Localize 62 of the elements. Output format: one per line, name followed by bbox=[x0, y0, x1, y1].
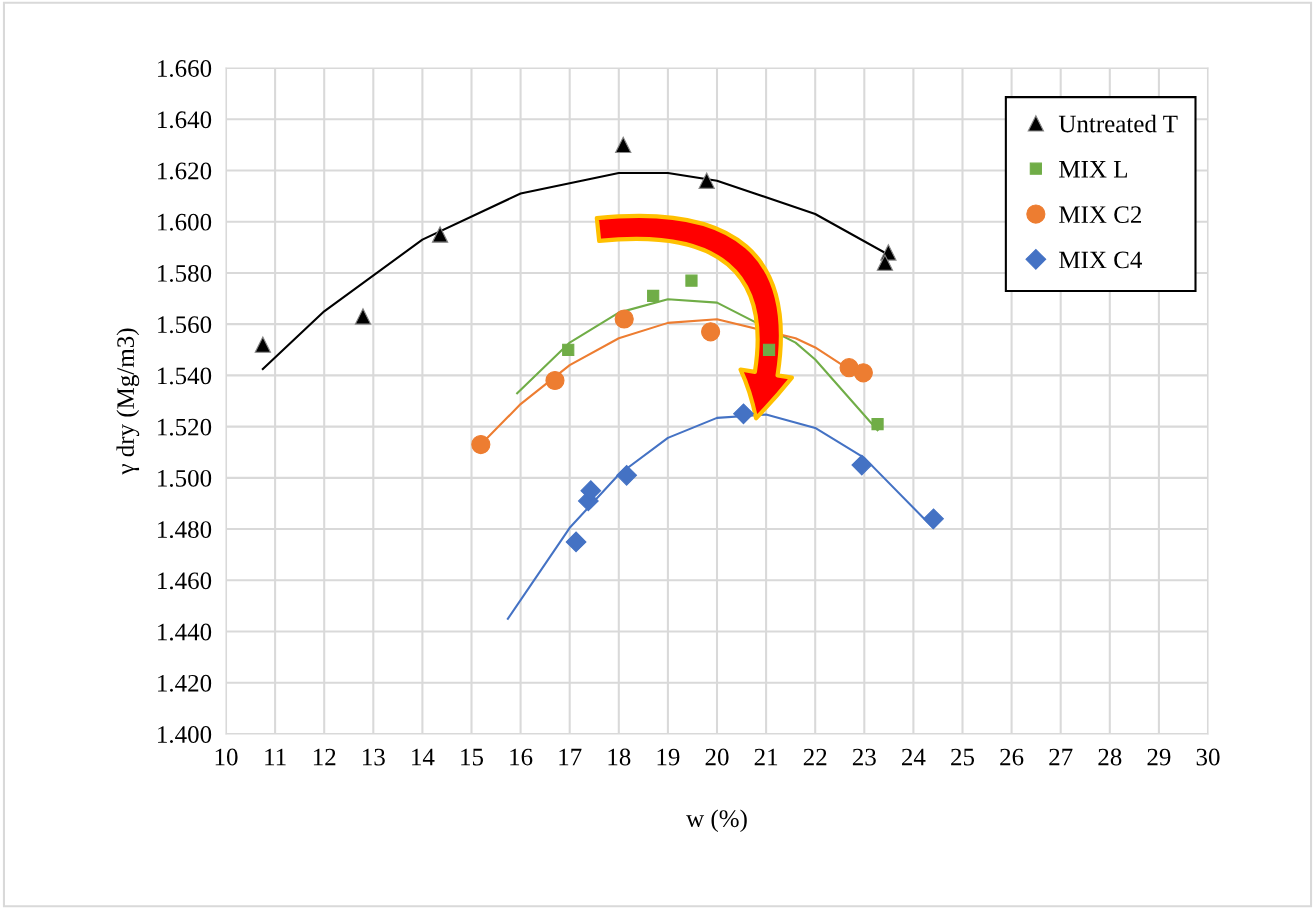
y-tick-label: 1.480 bbox=[158, 521, 212, 539]
x-tick-label: 14 bbox=[412, 748, 435, 766]
point bbox=[701, 322, 721, 342]
y-tick-label: 1.420 bbox=[158, 674, 212, 692]
x-tick-label: 27 bbox=[1049, 748, 1073, 766]
point bbox=[545, 370, 565, 391]
point bbox=[853, 363, 873, 383]
legend-label: Untreated T bbox=[1058, 114, 1178, 133]
y-tick-label: 1.520 bbox=[158, 418, 212, 436]
point bbox=[562, 343, 575, 356]
y-tick-label: 1.660 bbox=[158, 60, 212, 78]
point bbox=[615, 136, 632, 154]
y-tick-label: 1.600 bbox=[158, 213, 212, 231]
point bbox=[471, 434, 491, 455]
x-axis-title: w (%) bbox=[686, 809, 747, 833]
point bbox=[733, 403, 754, 425]
y-tick-label: 1.460 bbox=[158, 572, 212, 590]
x-tick-label: 25 bbox=[951, 748, 975, 766]
y-tick-label: 1.440 bbox=[158, 623, 212, 641]
x-tick-label: 26 bbox=[1000, 748, 1024, 766]
y-tick-label: 1.580 bbox=[158, 264, 212, 282]
point bbox=[254, 336, 272, 353]
legend-label: MIX L bbox=[1059, 161, 1127, 178]
x-tick-label: 22 bbox=[803, 748, 827, 766]
point bbox=[698, 172, 715, 189]
point bbox=[614, 309, 634, 329]
x-tick-label: 23 bbox=[852, 748, 876, 766]
x-tick-label: 21 bbox=[754, 748, 778, 766]
point bbox=[876, 254, 894, 271]
y-tick-label: 1.500 bbox=[158, 469, 212, 487]
x-tick-label: 16 bbox=[510, 748, 533, 766]
x-tick-label: 24 bbox=[902, 748, 926, 766]
point bbox=[923, 508, 944, 530]
x-tick-label: 18 bbox=[608, 748, 631, 766]
y-tick-label: 1.400 bbox=[158, 726, 212, 744]
point bbox=[647, 289, 660, 303]
point bbox=[565, 531, 587, 553]
y-tick-label: 1.560 bbox=[158, 316, 212, 334]
legend-label: MIX C4 bbox=[1059, 251, 1142, 269]
x-tick-label: 30 bbox=[1196, 748, 1220, 766]
y-tick-label: 1.620 bbox=[158, 162, 212, 180]
x-tick-label: 10 bbox=[215, 748, 238, 766]
y-axis-title: γ dry (Mg/m3) bbox=[116, 328, 140, 475]
x-tick-label: 12 bbox=[313, 748, 336, 766]
y-tick-label: 1.540 bbox=[158, 367, 212, 385]
point bbox=[851, 454, 873, 476]
x-tick-label: 15 bbox=[461, 748, 484, 766]
x-tick-label: 29 bbox=[1147, 748, 1171, 766]
point bbox=[762, 343, 776, 356]
point bbox=[431, 226, 449, 243]
x-tick-label: 19 bbox=[657, 748, 680, 766]
point bbox=[685, 274, 698, 287]
point bbox=[354, 308, 372, 325]
y-tick-label: 1.640 bbox=[158, 111, 212, 129]
x-tick-label: 13 bbox=[363, 748, 385, 766]
x-tick-label: 28 bbox=[1098, 748, 1122, 766]
x-tick-label: 20 bbox=[705, 748, 729, 766]
legend-label: MIX C2 bbox=[1059, 206, 1142, 224]
point bbox=[871, 417, 884, 431]
point bbox=[616, 464, 638, 486]
x-tick-label: 11 bbox=[265, 748, 286, 766]
x-tick-label: 17 bbox=[559, 748, 582, 766]
